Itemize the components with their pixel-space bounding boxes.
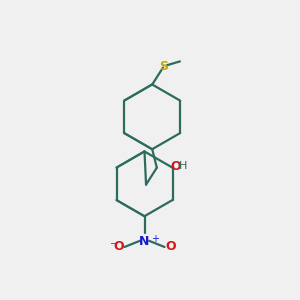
Text: −: − [110,239,118,249]
Text: N: N [139,235,150,248]
Text: +: + [151,234,159,244]
Text: H: H [178,161,187,171]
Text: O: O [171,160,181,172]
Text: O: O [113,241,124,254]
Text: O: O [165,241,176,254]
Text: S: S [159,60,168,73]
